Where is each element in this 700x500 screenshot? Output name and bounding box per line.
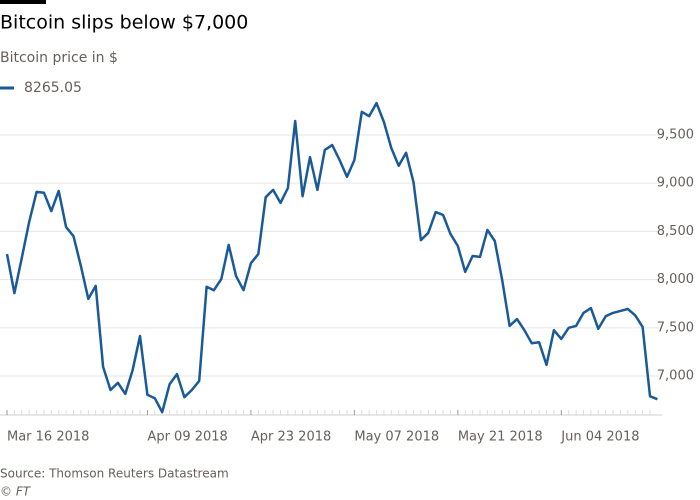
x-tick-label: Apr 23 2018 <box>251 430 331 445</box>
price-line <box>5 101 658 414</box>
chart-subtitle: Bitcoin price in $ <box>0 50 118 66</box>
x-tick-label: Jun 04 2018 <box>560 430 639 445</box>
y-tick-label: 7,500 <box>657 320 694 335</box>
source: Source: Thomson Reuters Datastream <box>0 467 229 481</box>
x-tick-label: May 21 2018 <box>458 430 543 445</box>
brand-bar <box>0 0 46 4</box>
y-tick-label: 8,500 <box>657 224 694 239</box>
y-tick-label: 9,500 <box>657 127 694 142</box>
y-tick-label: 7,000 <box>657 369 694 384</box>
x-tick-label: Apr 09 2018 <box>147 430 227 445</box>
y-tick-label: 9,000 <box>657 176 694 191</box>
x-tick-label: May 07 2018 <box>354 430 439 445</box>
chart-title: Bitcoin slips below $7,000 <box>0 12 248 34</box>
y-tick-label: 8,000 <box>657 272 694 287</box>
x-tick-label: Mar 16 2018 <box>7 430 89 445</box>
credit: © FT <box>0 485 32 499</box>
legend-label: 8265.05 <box>24 80 82 96</box>
